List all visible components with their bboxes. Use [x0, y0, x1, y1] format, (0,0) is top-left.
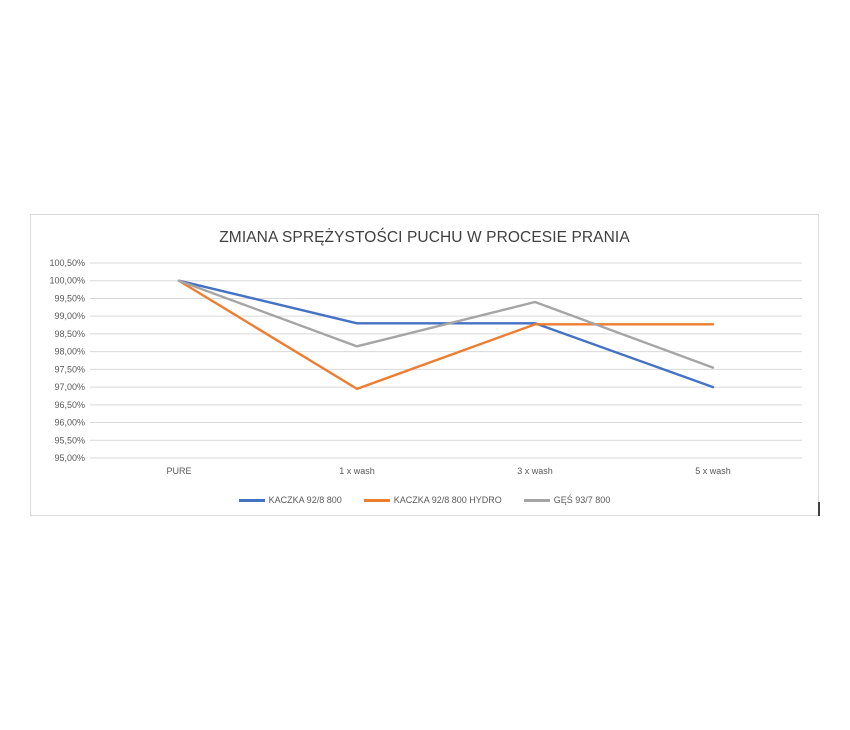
y-tick-label: 98,50% — [54, 329, 85, 339]
series-lines — [177, 279, 715, 391]
plot-area: 100,50% 100,00% 99,50% 99,00% 98,50% 98,00% 97… — [49, 258, 802, 476]
legend-swatch — [523, 498, 550, 502]
series-line — [177, 279, 715, 391]
legend-label: KACZKA 92/8 800 HYDRO — [393, 495, 502, 505]
y-axis-ticks: 100,50% 100,00% 99,50% 99,00% 98,50% 98,00% 97… — [49, 258, 85, 463]
x-axis-ticks: PURE 1 x wash 3 x wash 5 x wash — [166, 466, 730, 476]
x-tick-label: 5 x wash — [695, 466, 731, 476]
y-tick-label: 99,50% — [54, 293, 85, 303]
y-tick-label: 97,00% — [54, 382, 85, 392]
legend-label: KACZKA 92/8 800 — [268, 495, 342, 505]
x-tick-label: PURE — [166, 466, 191, 476]
y-tick-label: 98,00% — [54, 347, 85, 357]
y-tick-label: 95,50% — [54, 435, 85, 445]
legend-item: KACZKA 92/8 800 HYDRO — [363, 495, 502, 505]
x-tick-label: 1 x wash — [339, 466, 375, 476]
y-tick-label: 97,50% — [54, 364, 85, 374]
y-tick-label: 96,50% — [54, 400, 85, 410]
y-tick-label: 95,00% — [54, 453, 85, 463]
legend-swatch — [238, 498, 265, 502]
x-tick-label: 3 x wash — [517, 466, 553, 476]
y-tick-label: 100,50% — [49, 258, 85, 268]
y-tick-label: 100,00% — [49, 276, 85, 286]
frame-edge-mark — [818, 502, 820, 516]
legend-swatch — [363, 498, 390, 502]
legend: KACZKA 92/8 800 KACZKA 92/8 800 HYDRO GĘŚ … — [31, 495, 818, 505]
gridlines — [90, 262, 802, 459]
legend-label: GĘŚ 93/7 800 — [553, 495, 611, 505]
chart-title: ZMIANA SPRĘŻYSTOŚCI PUCHU W PROCESIE PRA… — [219, 229, 630, 246]
y-tick-label: 99,00% — [54, 311, 85, 321]
y-tick-label: 96,00% — [54, 418, 85, 428]
legend-item: GĘŚ 93/7 800 — [523, 495, 611, 505]
series-line — [177, 279, 715, 369]
legend-item: KACZKA 92/8 800 — [238, 495, 342, 505]
chart-frame: ZMIANA SPRĘŻYSTOŚCI PUCHU W PROCESIE PRA… — [30, 214, 819, 516]
